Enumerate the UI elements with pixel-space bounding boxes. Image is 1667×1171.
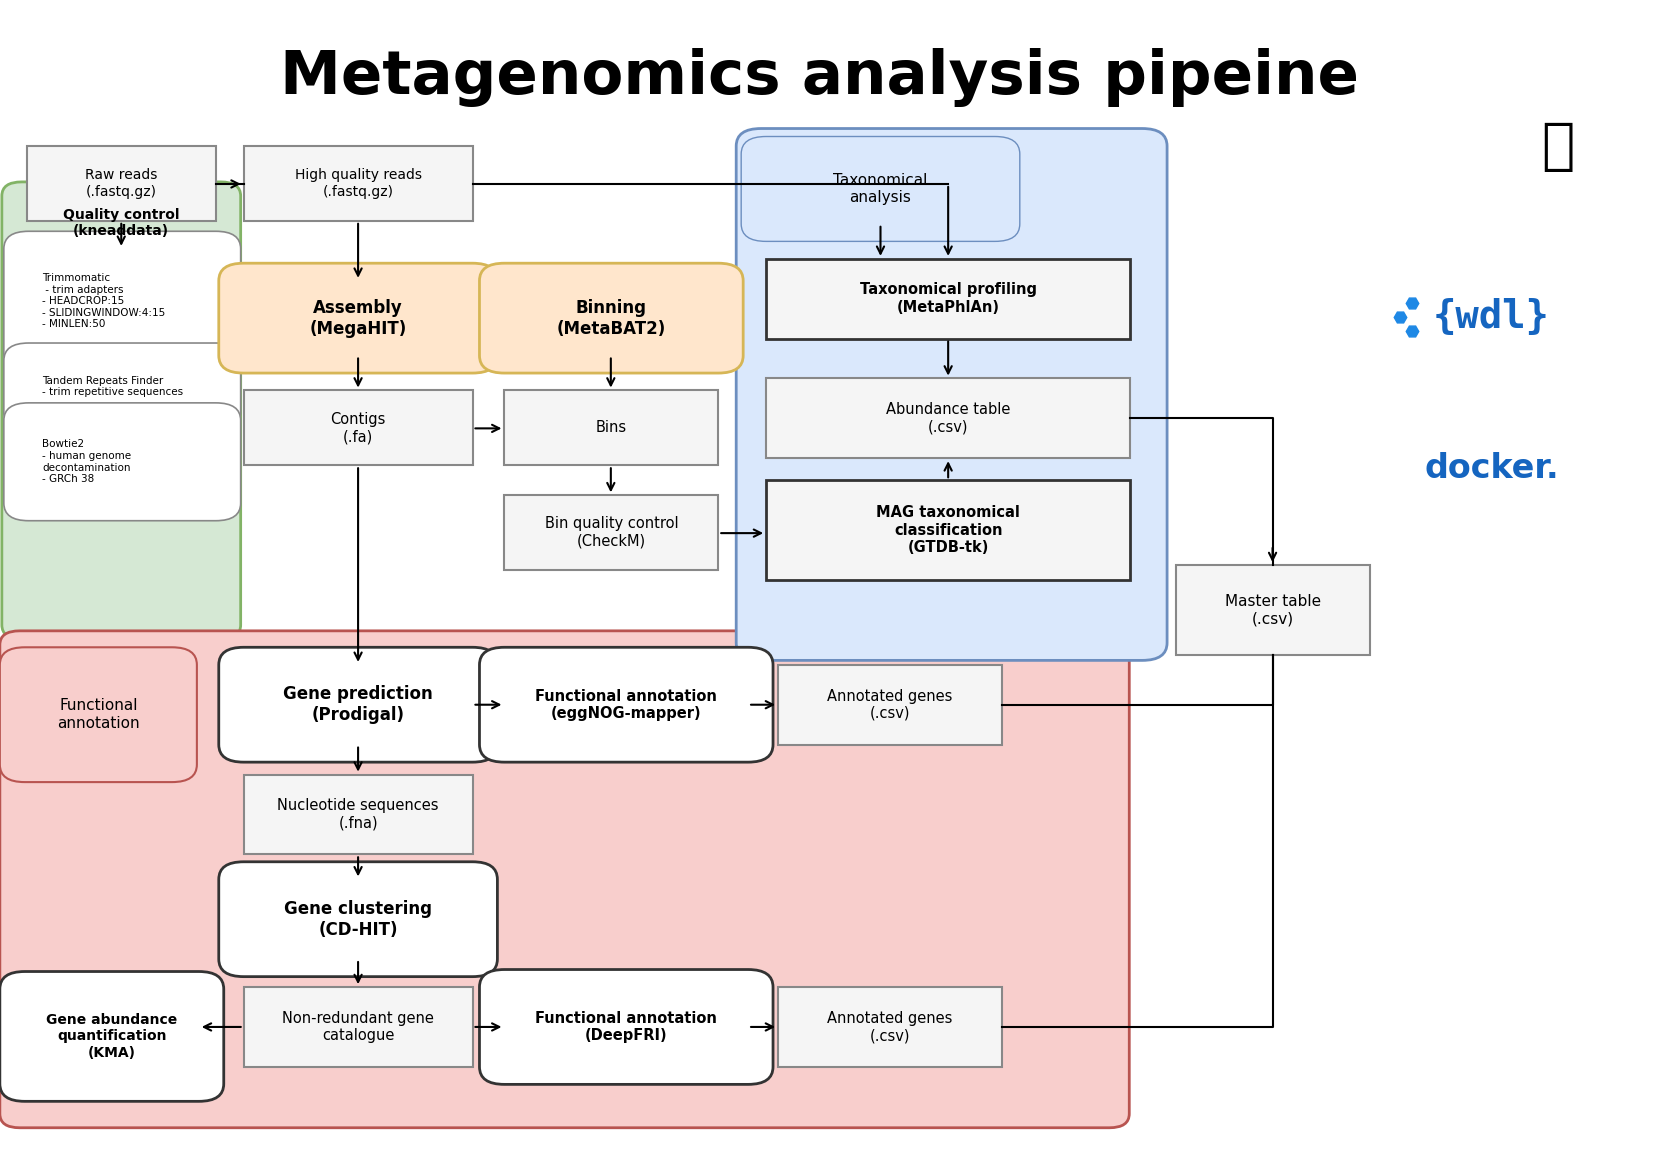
Text: Binning
(MetaBAT2): Binning (MetaBAT2) [557, 299, 665, 337]
FancyBboxPatch shape [505, 495, 718, 570]
Text: Raw reads
(.fastq.gz): Raw reads (.fastq.gz) [85, 169, 157, 199]
FancyBboxPatch shape [243, 146, 472, 221]
Text: Bowtie2
- human genome
decontamination
- GRCh 38: Bowtie2 - human genome decontamination -… [42, 439, 132, 484]
Text: Annotated genes
(.csv): Annotated genes (.csv) [827, 689, 952, 721]
FancyBboxPatch shape [0, 648, 197, 782]
Text: Functional
annotation: Functional annotation [57, 698, 140, 731]
FancyBboxPatch shape [218, 862, 497, 977]
Text: {wdl}: {wdl} [1434, 297, 1550, 336]
Text: Functional annotation
(eggNOG-mapper): Functional annotation (eggNOG-mapper) [535, 689, 717, 721]
Text: Functional annotation
(DeepFRI): Functional annotation (DeepFRI) [535, 1011, 717, 1043]
Text: docker.: docker. [1424, 452, 1559, 485]
Text: Metagenomics analysis pipeine: Metagenomics analysis pipeine [280, 48, 1359, 107]
Text: Bins: Bins [595, 420, 627, 436]
Text: Tandem Repeats Finder
- trim repetitive sequences: Tandem Repeats Finder - trim repetitive … [42, 376, 183, 397]
FancyBboxPatch shape [480, 970, 773, 1084]
Text: Gene prediction
(Prodigal): Gene prediction (Prodigal) [283, 685, 433, 724]
Text: Assembly
(MegaHIT): Assembly (MegaHIT) [310, 299, 407, 337]
FancyBboxPatch shape [0, 972, 223, 1102]
Text: Annotated genes
(.csv): Annotated genes (.csv) [827, 1011, 952, 1043]
FancyBboxPatch shape [243, 390, 472, 465]
Text: Master table
(.csv): Master table (.csv) [1225, 594, 1322, 626]
FancyBboxPatch shape [218, 263, 497, 374]
FancyBboxPatch shape [3, 403, 240, 521]
FancyBboxPatch shape [3, 232, 240, 371]
Text: Contigs
(.fa): Contigs (.fa) [330, 412, 385, 444]
FancyBboxPatch shape [243, 774, 472, 855]
Text: Gene clustering
(CD-HIT): Gene clustering (CD-HIT) [283, 899, 432, 939]
FancyBboxPatch shape [218, 648, 497, 762]
FancyBboxPatch shape [3, 343, 240, 430]
Text: Trimmomatic
 - trim adapters
- HEADCROP:15
- SLIDINGWINDOW:4:15
- MINLEN:50: Trimmomatic - trim adapters - HEADCROP:1… [42, 273, 165, 329]
FancyBboxPatch shape [480, 263, 743, 374]
FancyBboxPatch shape [767, 480, 1130, 580]
FancyBboxPatch shape [480, 648, 773, 762]
Text: Quality control
(kneaddata): Quality control (kneaddata) [63, 208, 180, 239]
Text: Abundance table
(.csv): Abundance table (.csv) [885, 402, 1010, 434]
Text: Nucleotide sequences
(.fna): Nucleotide sequences (.fna) [277, 799, 438, 830]
Text: MAG taxonomical
classification
(GTDB-tk): MAG taxonomical classification (GTDB-tk) [877, 505, 1020, 555]
Text: Taxonomical
analysis: Taxonomical analysis [834, 173, 927, 205]
FancyBboxPatch shape [2, 182, 240, 639]
Text: Gene abundance
quantification
(KMA): Gene abundance quantification (KMA) [47, 1013, 177, 1060]
FancyBboxPatch shape [767, 259, 1130, 338]
Text: High quality reads
(.fastq.gz): High quality reads (.fastq.gz) [295, 169, 422, 199]
Text: 🐷: 🐷 [1542, 121, 1574, 174]
Text: Taxonomical profiling
(MetaPhlAn): Taxonomical profiling (MetaPhlAn) [860, 282, 1037, 315]
FancyBboxPatch shape [0, 631, 1129, 1128]
FancyBboxPatch shape [737, 129, 1167, 660]
FancyBboxPatch shape [243, 987, 472, 1067]
Text: Bin quality control
(CheckM): Bin quality control (CheckM) [545, 516, 678, 549]
FancyBboxPatch shape [778, 665, 1002, 745]
FancyBboxPatch shape [1175, 566, 1370, 655]
FancyBboxPatch shape [505, 390, 718, 465]
FancyBboxPatch shape [767, 378, 1130, 458]
FancyBboxPatch shape [742, 137, 1020, 241]
FancyBboxPatch shape [778, 987, 1002, 1067]
FancyBboxPatch shape [27, 146, 215, 221]
Text: Non-redundant gene
catalogue: Non-redundant gene catalogue [282, 1011, 433, 1043]
